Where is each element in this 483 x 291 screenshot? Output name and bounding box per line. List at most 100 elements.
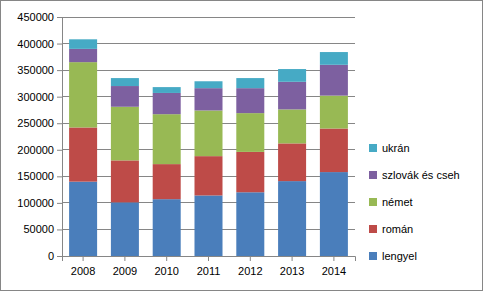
bar	[69, 49, 97, 62]
x-tick: 2009	[113, 256, 137, 277]
bar	[278, 109, 306, 143]
bar	[194, 110, 222, 156]
grid	[62, 17, 355, 256]
bar	[194, 81, 222, 88]
x-tick-mark	[333, 256, 334, 261]
y-tick-label: 250000	[17, 117, 54, 129]
legend-swatch	[369, 198, 377, 206]
grid-line	[62, 17, 355, 18]
x-tick-mark	[292, 256, 293, 261]
bar	[320, 65, 348, 96]
plot: 0 50000 100000 150000 200000 250000 300000 3500…	[17, 11, 355, 277]
bar	[69, 182, 97, 256]
x-tick-mark	[208, 256, 209, 261]
y-tick-mark	[57, 176, 62, 177]
bars	[69, 39, 348, 256]
legend-label: német	[382, 196, 413, 208]
y-axis: 0 50000 100000 150000 200000 250000 300000 3500…	[17, 11, 62, 262]
bar	[111, 86, 139, 107]
bar	[153, 164, 181, 199]
y-tick-label: 300000	[17, 91, 54, 103]
y-tick-label: 400000	[17, 38, 54, 50]
bar	[320, 96, 348, 129]
y-tick: 200000	[17, 144, 62, 156]
bar	[278, 181, 306, 256]
y-tick: 50000	[23, 223, 62, 235]
bar	[153, 93, 181, 114]
bar	[236, 78, 264, 88]
y-tick-mark	[57, 123, 62, 124]
bar	[194, 156, 222, 195]
bar	[69, 127, 97, 181]
x-tick: 2011	[197, 256, 221, 277]
y-tick-label: 450000	[17, 11, 54, 23]
y-tick-label: 0	[48, 250, 54, 262]
y-tick: 450000	[17, 11, 62, 23]
x-tick: 2012	[238, 256, 262, 277]
x-tick-mark	[250, 256, 251, 261]
grid-line	[62, 70, 355, 71]
x-axis-line	[63, 257, 356, 262]
series	[69, 49, 348, 114]
x-tick-label: 2010	[154, 265, 178, 277]
bar	[111, 160, 139, 202]
y-tick: 100000	[17, 197, 62, 209]
bar	[236, 192, 264, 256]
y-tick-label: 150000	[17, 170, 54, 182]
y-tick-mark	[57, 70, 62, 71]
bar	[278, 143, 306, 181]
series	[69, 39, 348, 93]
x-tick-label: 2014	[322, 265, 346, 277]
y-tick: 250000	[17, 117, 62, 129]
x-tick-label: 2008	[71, 265, 95, 277]
legend-swatch	[369, 225, 377, 233]
bar	[153, 114, 181, 164]
bar	[69, 62, 97, 127]
y-tick-label: 50000	[23, 223, 54, 235]
legend-label: ukrán	[382, 142, 410, 154]
bar	[320, 52, 348, 65]
x-tick: 2008	[71, 256, 95, 277]
legend: ukrán szlovák és cseh német román lengyel	[369, 142, 460, 262]
legend-label: szlovák és cseh	[382, 169, 460, 181]
y-tick-label: 200000	[17, 144, 54, 156]
x-tick-label: 2012	[238, 265, 262, 277]
bar	[153, 199, 181, 256]
y-tick-mark	[57, 203, 62, 204]
y-tick-mark	[57, 229, 62, 230]
legend-swatch	[369, 144, 377, 152]
x-tick: 2013	[280, 256, 304, 277]
x-tick-mark	[124, 256, 125, 261]
legend-label: román	[382, 223, 413, 235]
chart-border	[1, 1, 483, 291]
bar	[278, 69, 306, 82]
y-tick-label: 350000	[17, 64, 54, 76]
x-tick: 2014	[322, 256, 346, 277]
chart: 0 50000 100000 150000 200000 250000 300000 3500…	[0, 0, 483, 291]
bar	[111, 107, 139, 161]
y-tick: 0	[48, 250, 62, 262]
bar	[111, 78, 139, 86]
y-tick-mark	[57, 44, 62, 45]
legend-label: lengyel	[382, 250, 417, 262]
legend-swatch	[369, 252, 377, 260]
bar	[320, 172, 348, 256]
x-tick-label: 2011	[197, 265, 221, 277]
x-tick-mark	[83, 256, 84, 261]
bar	[194, 195, 222, 256]
legend-swatch	[369, 171, 377, 179]
y-tick-mark	[57, 97, 62, 98]
y-tick-label: 100000	[17, 197, 54, 209]
x-tick-label: 2013	[280, 265, 304, 277]
series	[69, 62, 348, 164]
x-tick-mark	[166, 256, 167, 261]
bar	[320, 129, 348, 173]
grid-line	[62, 43, 355, 44]
y-tick: 400000	[17, 38, 62, 50]
bar	[278, 82, 306, 110]
y-tick: 350000	[17, 64, 62, 76]
x-tick: 2010	[154, 256, 178, 277]
y-tick-mark	[57, 150, 62, 151]
y-tick: 300000	[17, 91, 62, 103]
bar	[69, 39, 97, 49]
